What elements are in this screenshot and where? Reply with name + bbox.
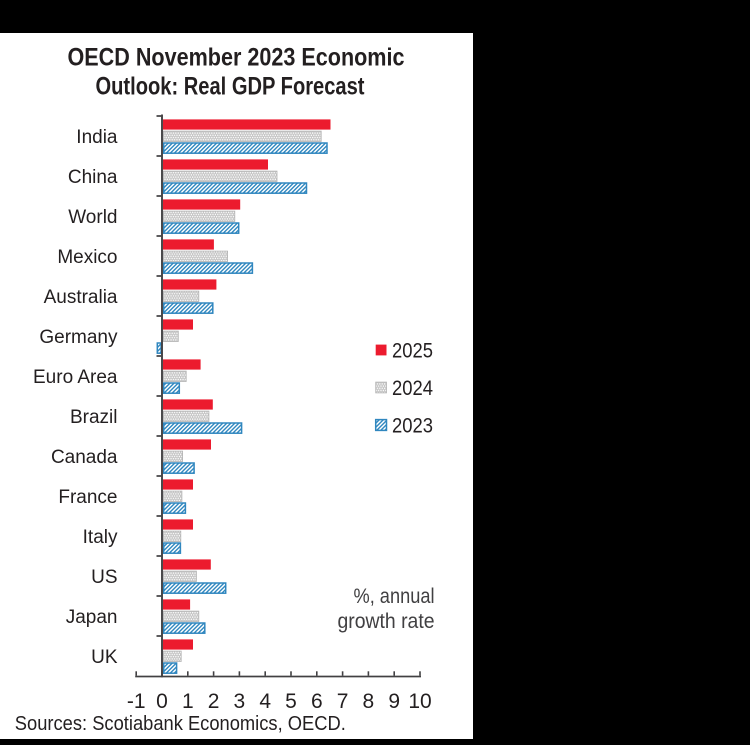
svg-text:Sources: Scotiabank Economics,: Sources: Scotiabank Economics, OECD. [15, 713, 346, 735]
svg-text:UK: UK [91, 647, 118, 668]
svg-text:China: China [68, 167, 118, 188]
svg-text:Australia: Australia [44, 287, 118, 308]
svg-text:India: India [76, 127, 118, 148]
svg-text:5: 5 [285, 690, 297, 713]
svg-text:Euro Area: Euro Area [33, 367, 118, 388]
svg-text:3: 3 [234, 690, 246, 713]
svg-text:0: 0 [156, 690, 168, 713]
svg-text:8: 8 [363, 690, 375, 713]
svg-text:Germany: Germany [39, 327, 118, 348]
svg-text:10: 10 [408, 690, 431, 713]
svg-text:Italy: Italy [83, 527, 118, 548]
svg-text:9: 9 [388, 690, 400, 713]
svg-text:Brazil: Brazil [70, 407, 118, 428]
svg-text:2: 2 [208, 690, 220, 713]
svg-text:OECD November 2023 Economic: OECD November 2023 Economic [68, 44, 405, 72]
svg-text:4: 4 [259, 690, 271, 713]
svg-text:Outlook: Real GDP Forecast: Outlook: Real GDP Forecast [96, 73, 366, 101]
svg-text:Mexico: Mexico [57, 247, 117, 268]
svg-text:6: 6 [311, 690, 323, 713]
svg-text:growth rate: growth rate [338, 610, 435, 633]
svg-text:US: US [91, 567, 117, 588]
svg-text:2025: 2025 [392, 339, 433, 362]
svg-text:%, annual: %, annual [354, 585, 435, 608]
svg-text:1: 1 [182, 690, 194, 713]
svg-text:Canada: Canada [51, 447, 118, 468]
svg-text:Japan: Japan [66, 607, 118, 628]
svg-text:2024: 2024 [392, 377, 433, 400]
svg-text:France: France [58, 487, 117, 508]
svg-text:-1: -1 [127, 690, 146, 713]
svg-text:7: 7 [337, 690, 349, 713]
svg-text:2023: 2023 [392, 414, 433, 437]
svg-text:World: World [68, 207, 117, 228]
